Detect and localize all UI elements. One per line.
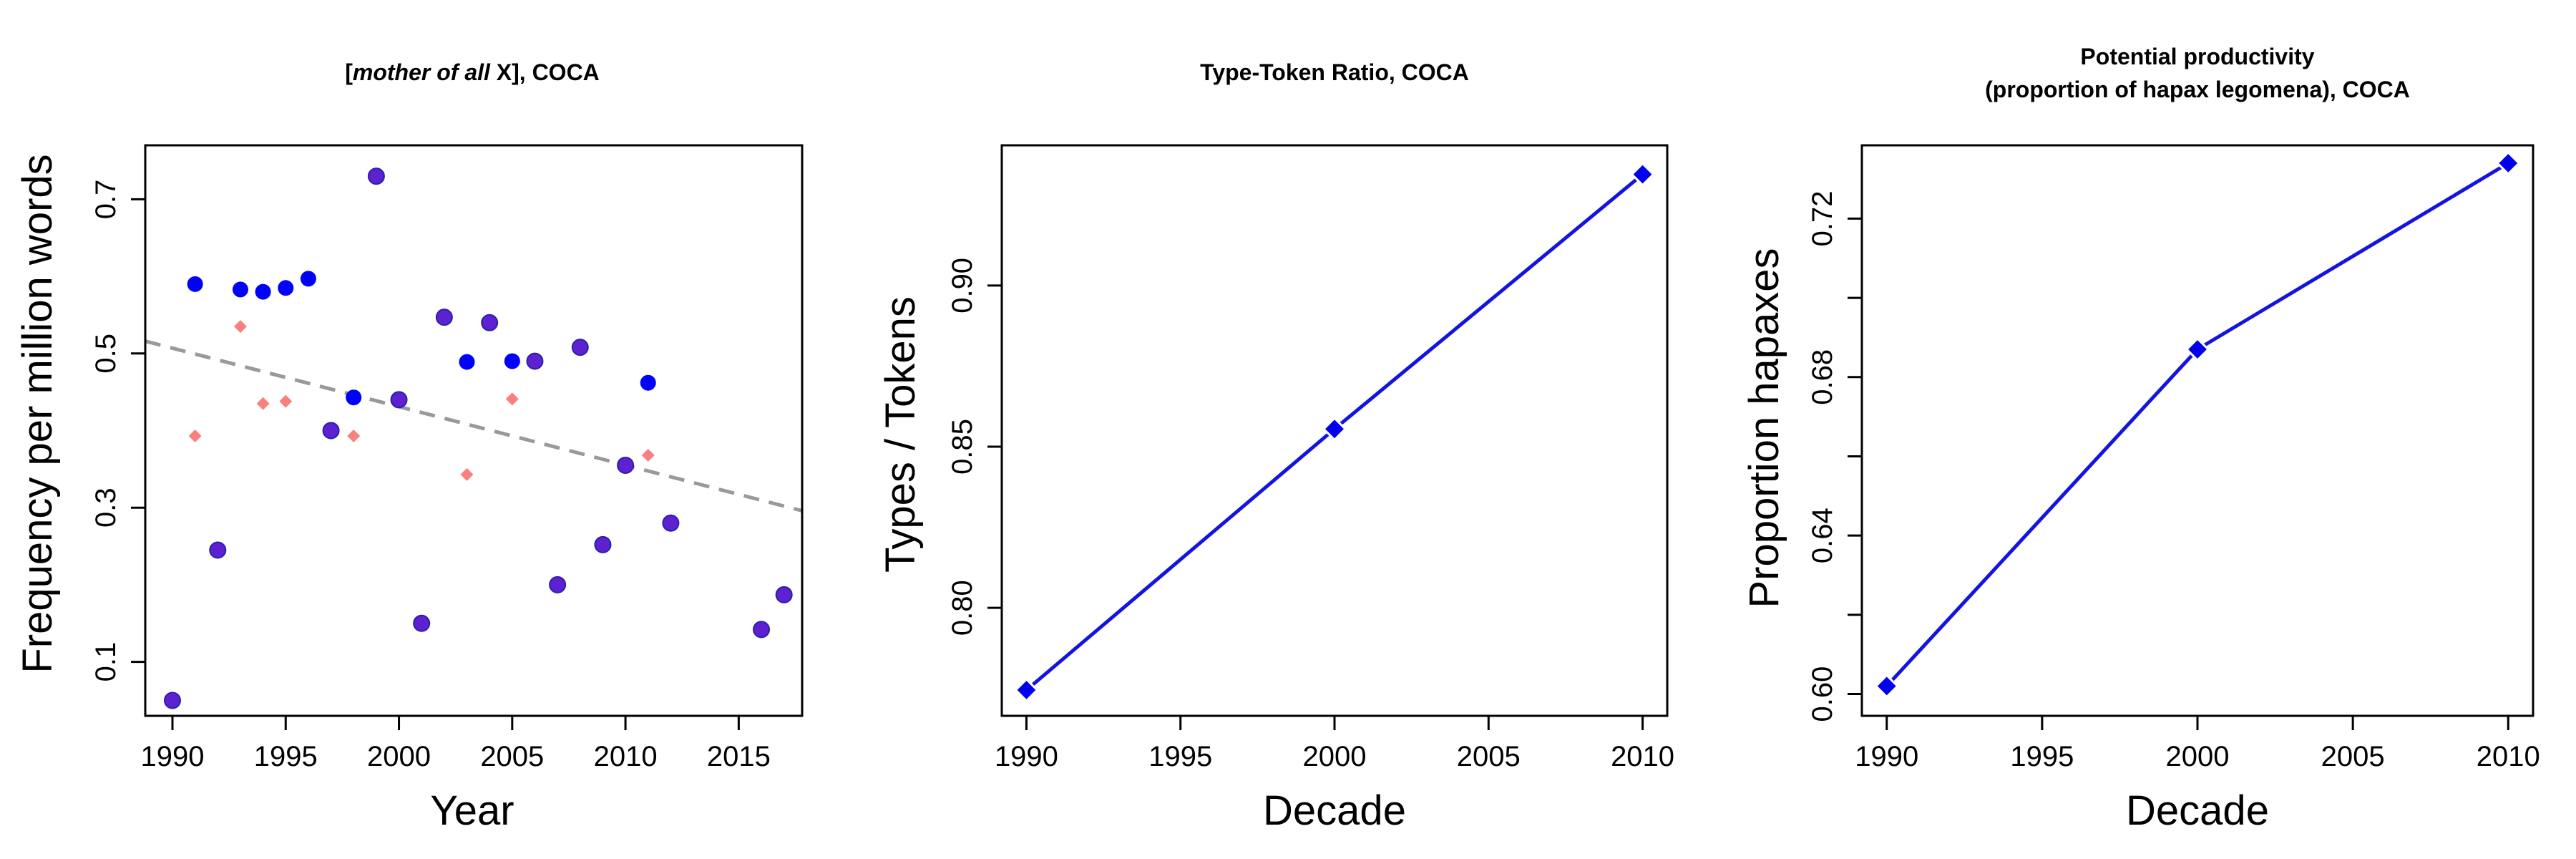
series-point (1630, 162, 1655, 187)
y-tick-label: 0.85 (947, 419, 978, 475)
point-pink-diamond (279, 394, 293, 408)
point-purple (413, 614, 431, 632)
point-purple (390, 391, 408, 409)
panel-3-title-line-2: (proportion of hapax legomena), COCA (1985, 77, 2410, 102)
point-pink-diamond (347, 430, 361, 443)
panel-type-token-ratio: Type-Token Ratio, COCA 1990 1995 2000 2005 2… (877, 59, 1674, 834)
point-pink-diamond (641, 448, 655, 462)
x-tick-label: 2010 (1611, 741, 1674, 772)
point-purple (322, 422, 340, 440)
series-point (2496, 150, 2521, 176)
series-point (1322, 417, 1347, 442)
panel-2-y-axis: 0.80 0.85 0.90 (947, 258, 1002, 636)
x-tick-label: 2005 (2321, 741, 2385, 772)
panel-3-x-axis: 1990 1995 2000 2005 2010 (1855, 716, 2540, 772)
y-tick-label: 0.72 (1807, 190, 1838, 246)
x-tick-label: 1995 (1148, 741, 1212, 772)
y-tick-label: 0.5 (90, 334, 122, 374)
point-blue (459, 354, 475, 370)
series-point (1014, 677, 1039, 703)
x-tick-label: 2010 (594, 741, 658, 772)
panel-2-x-label: Decade (1263, 787, 1406, 834)
point-purple (594, 535, 612, 553)
panel-1-frame (144, 144, 804, 717)
point-purple (435, 309, 453, 326)
point-pink-diamond (256, 397, 270, 410)
panel-potential-productivity: Potential productivity (proportion of ha… (1741, 44, 2540, 834)
x-tick-label: 2010 (2477, 741, 2540, 772)
trend-line (145, 339, 803, 513)
point-purple (163, 691, 181, 709)
point-purple (367, 168, 385, 185)
point-blue (187, 276, 203, 292)
x-tick-label: 1995 (254, 741, 318, 772)
x-tick-label: 2005 (1457, 741, 1521, 772)
y-tick-label: 0.80 (947, 580, 978, 636)
x-tick-label: 1995 (2010, 741, 2074, 772)
panel-scatter-frequency: [mother of all X], COCA 1990 1995 2000 2005… (14, 59, 804, 834)
panel-1-y-label: Frequency per million words (14, 154, 61, 673)
panel-1-x-axis: 1990 1995 2000 2005 2010 2015 (140, 716, 771, 772)
point-blue (232, 281, 248, 298)
point-blue (346, 389, 362, 406)
point-blue (504, 353, 520, 369)
point-pink-diamond (460, 467, 474, 481)
panel-3-y-label: Proportion hapaxes (1741, 248, 1787, 608)
y-tick-label: 0.64 (1807, 508, 1838, 563)
point-purple (617, 456, 635, 474)
point-purple (481, 314, 499, 331)
x-tick-label: 2000 (2166, 741, 2230, 772)
y-tick-label: 0.90 (947, 258, 978, 314)
point-pink-diamond (233, 320, 247, 334)
point-blue (300, 271, 316, 287)
panel-3-x-label: Decade (2126, 787, 2269, 834)
panel-3-y-axis: 0.60 0.64 0.68 0.72 (1807, 190, 1862, 722)
panel-2-title: Type-Token Ratio, COCA (1200, 59, 1469, 85)
y-tick-label: 0.68 (1807, 349, 1838, 405)
point-purple (662, 514, 680, 532)
point-purple (549, 576, 567, 593)
point-purple (753, 621, 771, 639)
panel-3-series (1874, 150, 2521, 699)
y-tick-label: 0.3 (90, 487, 122, 528)
point-purple (775, 586, 793, 603)
y-tick-label: 0.1 (90, 642, 122, 682)
panel-1-title: [mother of all X], COCA (345, 59, 600, 85)
x-tick-label: 2000 (1303, 741, 1367, 772)
panel-1-points (163, 168, 793, 709)
point-pink-diamond (188, 430, 202, 443)
panel-2-y-label: Types / Tokens (877, 296, 924, 573)
panel-2-series (1014, 162, 1655, 703)
point-purple (526, 352, 544, 370)
x-tick-label: 1990 (140, 741, 204, 772)
panel-1-x-label: Year (430, 787, 514, 834)
y-tick-label: 0.60 (1807, 666, 1838, 722)
panel-1-trend-layer (145, 339, 803, 513)
x-tick-label: 1990 (995, 741, 1058, 772)
series-point (1874, 674, 1899, 699)
panel-1-y-axis: 0.1 0.3 0.5 0.7 (90, 180, 145, 682)
series-point (2185, 336, 2210, 362)
x-tick-label: 1990 (1855, 741, 1918, 772)
x-tick-label: 2005 (480, 741, 544, 772)
panel-3-title-line-1: Potential productivity (2080, 44, 2314, 69)
x-tick-label: 2000 (367, 741, 431, 772)
point-purple (209, 541, 227, 559)
x-tick-label: 2015 (707, 741, 771, 772)
y-tick-label: 0.7 (90, 180, 122, 220)
point-blue (640, 374, 656, 391)
panel-2-x-axis: 1990 1995 2000 2005 2010 (995, 716, 1674, 772)
point-pink-diamond (505, 392, 519, 406)
point-purple (571, 339, 589, 356)
point-blue (278, 280, 294, 296)
point-blue (255, 283, 271, 300)
